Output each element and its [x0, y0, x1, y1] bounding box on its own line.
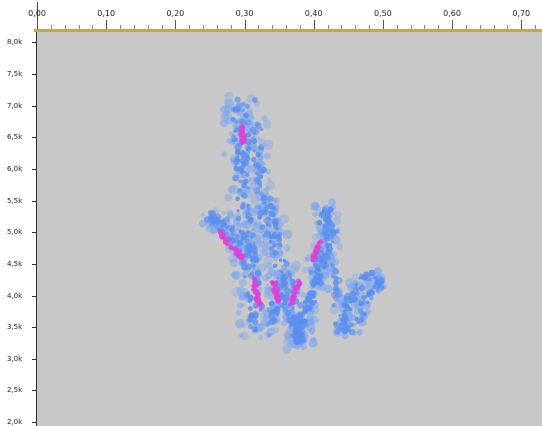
time-tick [313, 20, 315, 29]
time-tick [521, 20, 523, 29]
time-tick [244, 20, 246, 29]
time-minor-tick [50, 25, 52, 29]
frequency-tick [32, 137, 36, 139]
frequency-tick-label: 7,5k [7, 69, 23, 78]
frequency-tick-label: 2,5k [7, 386, 23, 395]
time-minor-tick [230, 25, 232, 29]
time-tick-label: 0,70 [512, 9, 531, 18]
time-minor-tick [535, 25, 537, 29]
time-tick-label: 0,60 [443, 9, 461, 18]
frequency-tick-label: 4,5k [7, 259, 23, 268]
time-minor-tick [424, 25, 426, 29]
time-minor-tick [396, 25, 398, 29]
time-minor-tick [133, 25, 135, 29]
frequency-tick-label: 3,5k [7, 323, 23, 332]
frequency-tick-label: 7,0k [7, 101, 23, 110]
time-minor-tick [189, 25, 191, 29]
time-minor-tick [410, 25, 412, 29]
time-tick [175, 20, 177, 29]
time-minor-tick [369, 25, 371, 29]
time-tick [106, 20, 108, 29]
frequency-tick [32, 295, 36, 297]
time-minor-tick [493, 25, 495, 29]
time-minor-tick [438, 25, 440, 29]
time-minor-tick [64, 25, 66, 29]
frequency-tick [32, 390, 36, 392]
time-minor-tick [92, 25, 94, 29]
time-minor-tick [258, 25, 260, 29]
frequency-tick [32, 422, 36, 424]
frequency-tick-label: 2,0k [7, 418, 23, 426]
frequency-tick [32, 232, 36, 234]
time-tick-label: 0,10 [97, 9, 116, 18]
time-ruler[interactable]: 0,00 0,10 0,20 0,30 0,40 0,50 0,60 0,70 [0, 0, 542, 32]
time-minor-tick [120, 25, 121, 29]
frequency-tick [32, 200, 36, 202]
time-minor-tick [479, 25, 481, 29]
time-minor-tick [272, 25, 274, 29]
time-tick [382, 20, 384, 29]
time-minor-tick [507, 25, 509, 29]
time-minor-tick [216, 25, 218, 29]
frequency-ruler[interactable]: 8,0k 7,5k 7,0k 6,5k 6,0k 5,5k 5,0k 4,5k 4,0k 3,5k… [0, 32, 37, 426]
spectrogram-canvas [199, 91, 387, 354]
frequency-tick-label: 6,0k [7, 164, 23, 173]
time-tick [452, 20, 454, 29]
frequency-tick-label: 3,0k [7, 354, 23, 363]
time-minor-tick [299, 25, 301, 29]
time-minor-tick [78, 25, 80, 29]
frequency-tick-label: 5,0k [7, 228, 23, 237]
time-minor-tick [327, 25, 329, 29]
time-minor-tick [286, 25, 288, 29]
time-minor-tick [465, 25, 467, 29]
spectrogram-view[interactable] [37, 32, 542, 426]
time-minor-tick [341, 25, 343, 29]
frequency-tick [32, 73, 36, 75]
time-ruler-baseline [34, 29, 542, 32]
frequency-tick [32, 105, 36, 107]
time-tick-label: 0,20 [166, 9, 185, 18]
frequency-tick [32, 42, 36, 44]
playhead-cursor[interactable] [37, 2, 38, 29]
frequency-tick [32, 263, 36, 265]
time-tick [37, 20, 38, 29]
time-tick-label: 0,40 [304, 9, 323, 18]
time-minor-tick [147, 25, 149, 29]
frequency-tick-label: 6,5k [7, 133, 23, 142]
frequency-tick [32, 358, 36, 360]
time-tick-label: 0,50 [373, 9, 392, 18]
frequency-tick-label: 8,0k [7, 38, 23, 47]
frequency-tick [32, 168, 36, 170]
time-minor-tick [203, 25, 205, 29]
time-tick-label: 0,30 [235, 9, 254, 18]
time-minor-tick [161, 25, 163, 29]
frequency-tick-label: 5,5k [7, 196, 23, 205]
frequency-tick [32, 327, 36, 329]
time-tick-label: 0,00 [28, 9, 46, 18]
frequency-tick-label: 4,0k [7, 291, 23, 300]
time-minor-tick [355, 25, 357, 29]
